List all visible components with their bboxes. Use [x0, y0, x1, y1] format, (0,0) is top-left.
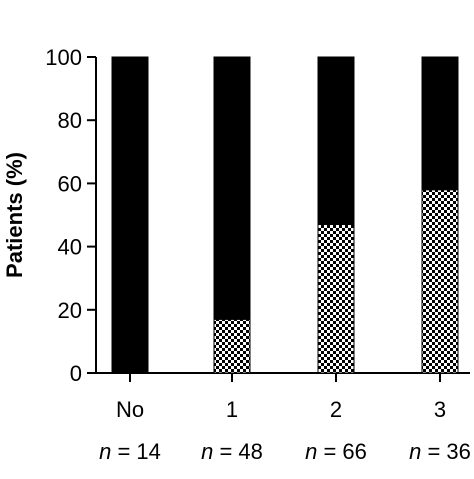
bar-segment-solid [213, 56, 251, 320]
bar-segment-solid [111, 56, 149, 374]
y-tick-label: 60 [58, 171, 82, 196]
bar-segment-checkered [317, 223, 355, 374]
x-tick-label: No [116, 397, 144, 422]
bar-segment-checkered [213, 318, 251, 374]
y-axis-title: Patients (%) [2, 152, 27, 278]
x-tick-label: 1 [226, 397, 238, 422]
x-tick-labels: No 1 2 3 [116, 397, 446, 422]
sample-size-labels: n = 14 n = 48 n = 66 n = 36 [99, 439, 471, 464]
y-tick-label: 40 [58, 235, 82, 260]
sample-size-label: n = 48 [201, 439, 263, 464]
sample-size-label: n = 36 [409, 439, 471, 464]
sample-size-label: n = 66 [305, 439, 367, 464]
x-axis [96, 372, 470, 382]
bar-segment-solid [421, 56, 459, 191]
bar-segment-solid [317, 56, 355, 225]
y-tick-label: 20 [58, 298, 82, 323]
bar-segment-checkered [421, 189, 459, 374]
x-tick-label: 2 [330, 397, 342, 422]
y-tick-label: 100 [45, 45, 82, 70]
x-tick-label: 3 [434, 397, 446, 422]
y-tick-label: 0 [70, 361, 82, 386]
y-axis: 0 20 40 60 80 100 [45, 45, 97, 386]
y-tick-label: 80 [58, 108, 82, 133]
bars-group [111, 56, 459, 374]
sample-size-label: n = 14 [99, 439, 161, 464]
